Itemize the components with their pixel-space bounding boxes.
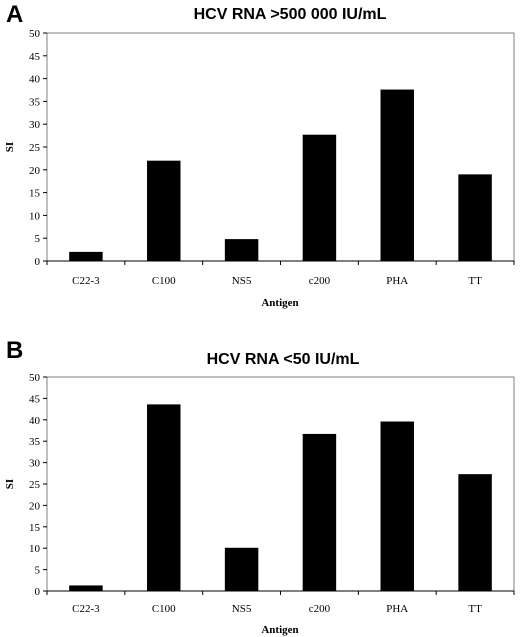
x-tick-label: C100 xyxy=(152,275,176,287)
y-axis-title-a: SI xyxy=(4,142,16,152)
bars-b xyxy=(69,404,492,591)
x-tick-label: TT xyxy=(468,603,482,615)
y-tick-label: 40 xyxy=(29,74,41,86)
y-tick-label: 25 xyxy=(29,142,41,154)
x-tick-label: TT xyxy=(468,275,482,287)
bar xyxy=(458,474,492,591)
y-tick-label: 40 xyxy=(29,415,41,427)
chart-title-b: HCV RNA <50 IU/mL xyxy=(207,351,360,368)
bar xyxy=(69,251,103,261)
x-tick-label: C22-3 xyxy=(72,275,100,287)
y-axis-b: 0 5 10 15 20 25 30 35 40 45 50 xyxy=(29,372,514,598)
plot-frame-b xyxy=(46,376,515,592)
chart-title-a: HCV RNA >500 000 IU/mL xyxy=(194,6,387,23)
y-tick-label: 20 xyxy=(29,500,41,512)
chart-panel-b: B HCV RNA <50 IU/mL 0 5 10 15 20 25 30 35 40 45 50… xyxy=(4,337,515,636)
bar xyxy=(224,547,259,591)
y-tick-label: 5 xyxy=(35,565,41,577)
x-tick-label: PHA xyxy=(386,603,408,615)
y-tick-label: 10 xyxy=(29,543,41,555)
bar xyxy=(302,433,337,591)
x-tick-label: c200 xyxy=(309,275,331,287)
bar xyxy=(458,174,492,261)
x-tick-label: NS5 xyxy=(232,275,252,287)
y-tick-label: 35 xyxy=(29,436,41,448)
bar xyxy=(147,404,181,591)
bar xyxy=(147,160,181,261)
x-axis-title-b: Antigen xyxy=(261,624,298,636)
y-tick-label: 0 xyxy=(35,256,41,268)
bar xyxy=(224,239,259,261)
bars-a xyxy=(69,89,492,261)
x-tick-label: NS5 xyxy=(232,603,252,615)
plot-frame-a xyxy=(46,32,515,262)
y-tick-label: 30 xyxy=(29,119,41,131)
y-axis-a: 0 5 10 15 20 25 30 35 40 45 50 xyxy=(29,28,514,268)
panel-letter-b: B xyxy=(6,337,23,364)
bar xyxy=(380,89,414,261)
chart-panel-a: A HCV RNA >500 000 IU/mL 0 5 10 15 20 25 30 35 4… xyxy=(4,1,515,309)
x-axis-b: C22-3 C100 NS5 c200 PHA TT xyxy=(46,591,515,615)
y-tick-label: 50 xyxy=(29,28,41,40)
x-tick-label: c200 xyxy=(309,603,331,615)
y-tick-label: 45 xyxy=(29,393,41,405)
y-tick-label: 35 xyxy=(29,96,41,108)
y-tick-label: 15 xyxy=(29,522,41,534)
y-tick-label: 45 xyxy=(29,51,41,63)
y-tick-label: 25 xyxy=(29,479,41,491)
x-tick-label: C22-3 xyxy=(72,603,100,615)
x-tick-label: PHA xyxy=(386,275,408,287)
bar xyxy=(302,134,337,261)
bar xyxy=(69,585,103,591)
y-tick-label: 20 xyxy=(29,165,41,177)
panel-letter-a: A xyxy=(6,1,23,28)
y-tick-label: 0 xyxy=(35,586,41,598)
bar xyxy=(380,421,414,591)
x-tick-label: C100 xyxy=(152,603,176,615)
y-tick-label: 50 xyxy=(29,372,41,384)
x-axis-title-a: Antigen xyxy=(261,297,298,309)
y-tick-label: 10 xyxy=(29,210,41,222)
y-tick-label: 15 xyxy=(29,188,41,200)
x-axis-a: C22-3 C100 NS5 c200 PHA TT xyxy=(46,261,515,287)
y-axis-title-b: SI xyxy=(4,479,16,489)
y-tick-label: 5 xyxy=(35,233,41,245)
y-tick-label: 30 xyxy=(29,458,41,470)
